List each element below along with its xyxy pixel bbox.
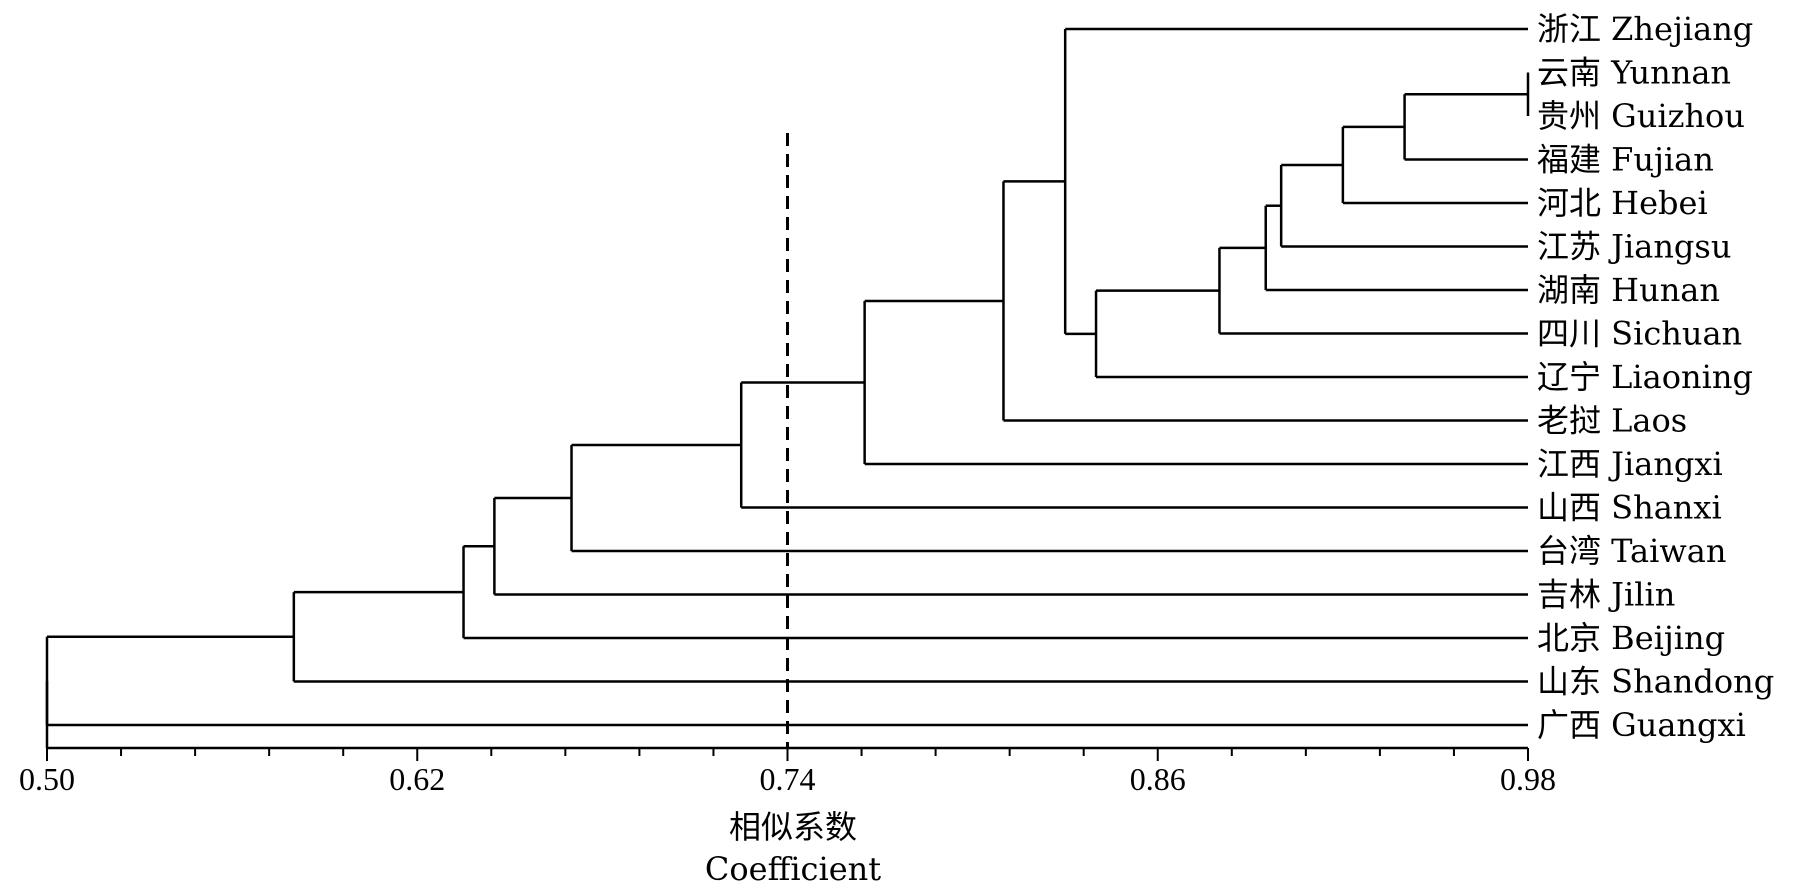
tick-label: 0.98 [1500,761,1556,797]
tick-label: 0.50 [19,761,75,797]
leaf-label: 河北 Hebei [1537,184,1708,222]
leaf-label: 江西 Jiangxi [1537,445,1723,483]
tick-label: 0.62 [389,761,445,797]
leaf-label: 北京 Beijing [1537,619,1725,657]
leaf-label: 湖南 Hunan [1537,271,1720,309]
x-axis-title-en: Coefficient [705,850,881,888]
leaf-label: 江苏 Jiangsu [1537,228,1731,266]
leaf-label: 福建 Fujian [1537,141,1714,179]
leaf-label: 辽宁 Liaoning [1537,358,1753,396]
leaf-label: 吉林 Jilin [1537,576,1675,614]
leaf-label: 山东 Shandong [1537,663,1774,701]
leaf-label: 山西 Shanxi [1537,489,1722,527]
x-axis-title: 相似系数 [729,808,857,846]
leaf-label: 广西 Guangxi [1537,706,1746,744]
leaf-label: 老挝 Laos [1537,402,1687,440]
leaf-label: 云南 Yunnan [1537,54,1731,92]
tree-branches [45,27,1530,748]
x-axis: 0.50 0.62 0.74 0.86 0.98 [19,746,1556,797]
leaf-label: 贵州 Guizhou [1537,97,1745,135]
tick-label: 0.74 [760,761,816,797]
leaf-label: 四川 Sichuan [1537,315,1742,353]
leaf-label: 浙江 Zhejiang [1537,10,1753,48]
tick-label: 0.86 [1130,761,1186,797]
leaf-labels: 浙江 Zhejiang 云南 Yunnan 贵州 Guizhou 福建 Fujian 河… [1537,10,1774,744]
leaf-label: 台湾 Taiwan [1537,532,1726,570]
